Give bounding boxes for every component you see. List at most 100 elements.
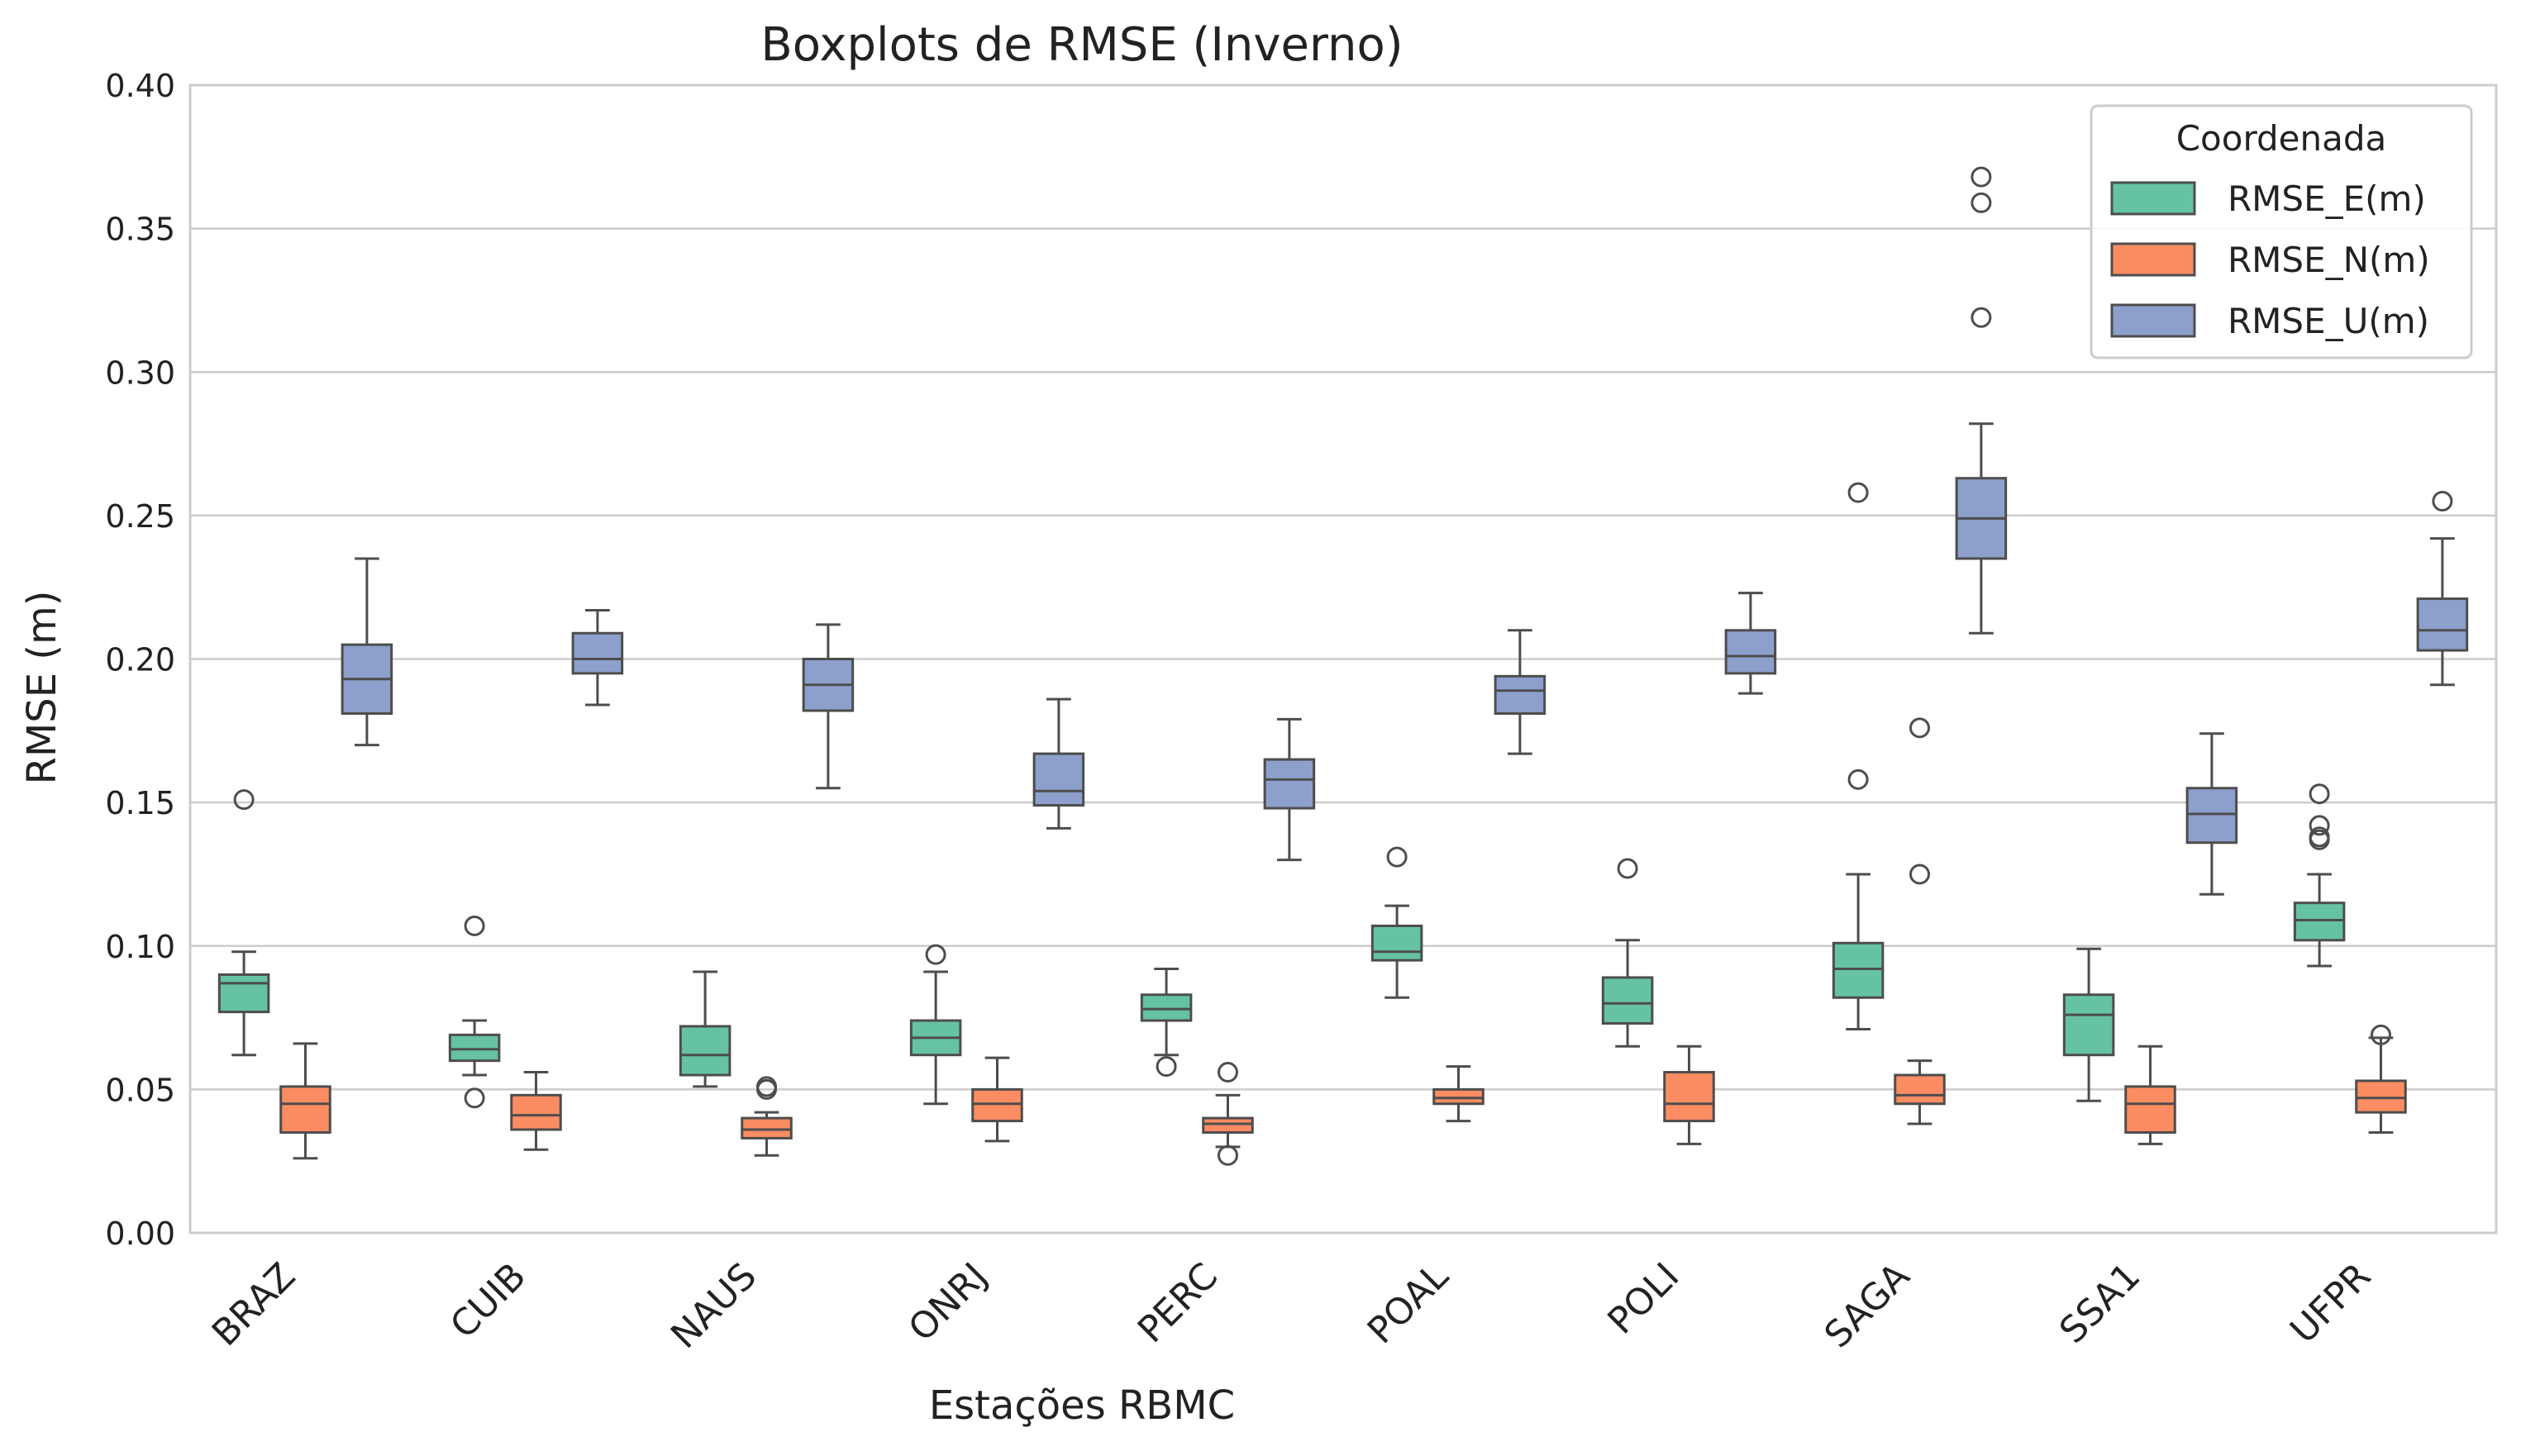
outlier-point [2309, 815, 2330, 836]
y-axis-label: RMSE (m) [19, 590, 65, 784]
legend-swatch [2110, 303, 2196, 338]
box-iqr [510, 1093, 562, 1131]
box-iqr [1032, 752, 1085, 807]
box-NAUS-RMSE_E(m) [679, 970, 732, 1088]
box-iqr [971, 1087, 1023, 1123]
x-tick-label: PERC [1130, 1255, 1226, 1351]
outlier-point [1617, 858, 1638, 879]
box-CUIB-RMSE_E(m) [448, 915, 501, 1109]
box-BRAZ-RMSE_E(m) [217, 789, 270, 1057]
x-tick-label: CUIB [442, 1255, 534, 1347]
outlier-point [1847, 482, 1869, 503]
box-iqr [2185, 787, 2238, 845]
x-axis-ticks: BRAZ CUIB NAUS ONRJ PERC POAL POLI SAGA SSA1 UFPR [204, 1254, 2379, 1356]
box-iqr [1432, 1087, 1484, 1106]
box-PERC-RMSE_E(m) [1140, 968, 1193, 1078]
outlier-point [1156, 1056, 1177, 1078]
outlier-point [2309, 783, 2330, 805]
box-NAUS-RMSE_N(m) [741, 1076, 793, 1157]
legend-swatch [2110, 242, 2196, 277]
outlier-point [2432, 491, 2453, 512]
outlier-point [1909, 717, 1930, 739]
legend-title: Coordenada [2176, 118, 2387, 159]
y-tick-label: 0.15 [105, 785, 175, 821]
box-iqr [1894, 1073, 1946, 1106]
box-iqr [2124, 1085, 2176, 1134]
box-POAL-RMSE_U(m) [1494, 629, 1546, 755]
box-POLI-RMSE_U(m) [1724, 592, 1777, 695]
outlier-point [464, 915, 485, 936]
box-ONRJ-RMSE_U(m) [1032, 697, 1085, 830]
x-tick-label: UFPR [2282, 1255, 2379, 1352]
box-PERC-RMSE_U(m) [1263, 717, 1316, 862]
outlier-point [1386, 846, 1408, 868]
box-iqr [1832, 941, 1885, 999]
outlier-point [1971, 192, 1992, 213]
chart-title: Boxplots de RMSE (Inverno) [760, 18, 1403, 72]
box-SSA1-RMSE_U(m) [2185, 732, 2238, 896]
outlier-point [233, 789, 255, 811]
x-tick-label: SSA1 [2052, 1255, 2148, 1352]
box-iqr [2062, 993, 2115, 1057]
box-ONRJ-RMSE_E(m) [909, 944, 962, 1106]
outlier-point [464, 1087, 485, 1109]
box-iqr [1724, 629, 1777, 675]
outlier-point [1218, 1062, 1238, 1083]
box-SAGA-RMSE_U(m) [1955, 166, 2008, 635]
x-tick-label: POLI [1599, 1255, 1687, 1343]
legend: Coordenada RMSE_E(m) RMSE_N(m) RMSE_U(m) [2090, 104, 2473, 359]
box-iqr [679, 1025, 732, 1077]
x-tick-label: BRAZ [204, 1255, 303, 1354]
box-iqr [2416, 597, 2469, 652]
legend-item-label: RMSE_N(m) [2228, 240, 2430, 280]
box-UFPR-RMSE_N(m) [2355, 1024, 2407, 1134]
y-tick-label: 0.35 [105, 212, 175, 248]
box-SSA1-RMSE_E(m) [2062, 947, 2115, 1102]
plot-frame [188, 83, 2498, 1235]
box-iqr [741, 1116, 793, 1140]
box-POLI-RMSE_N(m) [1663, 1044, 1715, 1145]
outlier-point [1847, 768, 1869, 790]
box-iqr [1663, 1071, 1715, 1123]
x-tick-label: SAGA [1817, 1255, 1918, 1357]
box-iqr [2355, 1079, 2407, 1114]
y-tick-label: 0.05 [105, 1072, 175, 1108]
box-POLI-RMSE_E(m) [1601, 858, 1654, 1048]
outlier-point [925, 944, 946, 965]
outlier-point [2309, 826, 2330, 848]
x-tick-label: ONRJ [901, 1255, 996, 1350]
box-iqr [217, 973, 270, 1014]
outlier-point [1971, 166, 1992, 188]
outlier-point [1218, 1144, 1238, 1166]
outlier-point [1909, 864, 1930, 885]
box-iqr [1263, 758, 1316, 810]
box-iqr [571, 631, 624, 675]
y-tick-label: 0.25 [105, 498, 175, 535]
x-tick-label: POAL [1360, 1254, 1457, 1352]
box-CUIB-RMSE_N(m) [510, 1071, 562, 1151]
x-axis-label: Estações RBMC [929, 1382, 1235, 1429]
box-BRAZ-RMSE_U(m) [341, 557, 393, 747]
box-iqr [1494, 674, 1546, 715]
legend-item-label: RMSE_E(m) [2228, 178, 2426, 219]
box-SAGA-RMSE_N(m) [1894, 717, 1946, 1125]
box-BRAZ-RMSE_N(m) [279, 1042, 331, 1160]
outlier-point [2371, 1024, 2391, 1045]
x-tick-label: NAUS [663, 1255, 765, 1357]
y-tick-label: 0.10 [105, 929, 175, 965]
box-iqr [1140, 993, 1193, 1022]
legend-swatch [2110, 181, 2196, 216]
box-iqr [448, 1033, 501, 1063]
box-iqr [1370, 924, 1423, 962]
box-UFPR-RMSE_E(m) [2293, 783, 2346, 968]
box-SSA1-RMSE_N(m) [2124, 1044, 2176, 1145]
y-tick-label: 0.20 [105, 642, 175, 678]
boxplot-marks [217, 166, 2469, 1166]
box-SAGA-RMSE_E(m) [1832, 482, 1885, 1030]
box-iqr [2293, 902, 2346, 942]
box-CUIB-RMSE_U(m) [571, 608, 624, 707]
y-tick-label: 0.40 [105, 68, 175, 104]
box-PERC-RMSE_N(m) [1202, 1062, 1254, 1166]
legend-item-label: RMSE_U(m) [2228, 301, 2429, 341]
legend-frame [2090, 104, 2473, 359]
